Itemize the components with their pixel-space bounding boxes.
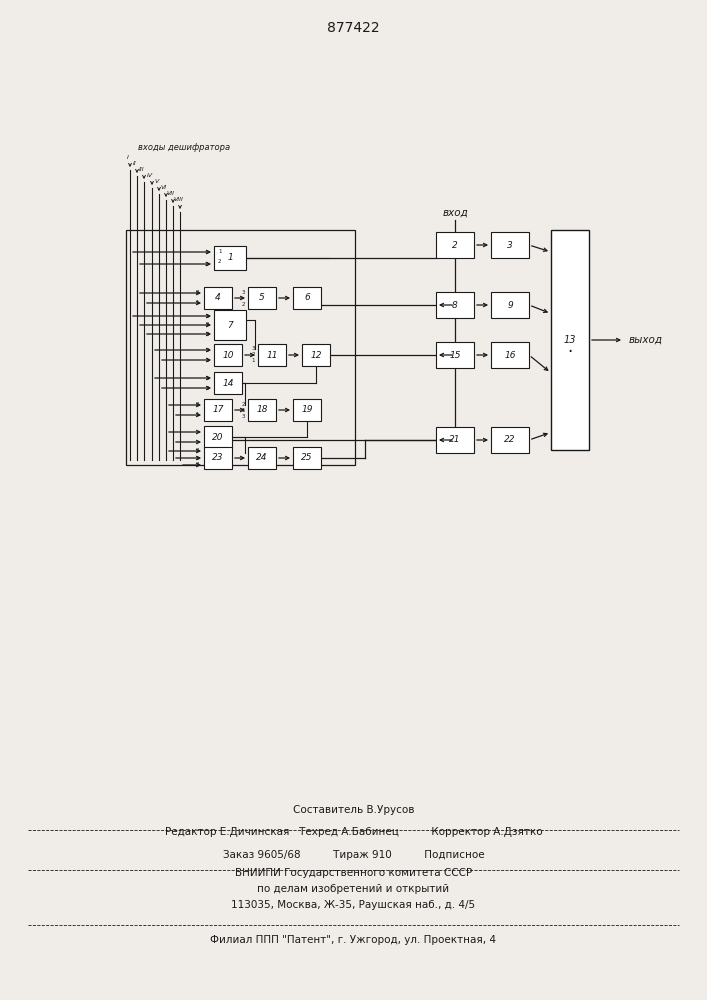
Text: 3: 3 (507, 240, 513, 249)
Text: 1: 1 (206, 358, 209, 362)
Text: 877422: 877422 (327, 21, 380, 35)
Bar (436, 232, 474, 258)
Text: ВНИИПИ Государственного комитета СССР: ВНИИПИ Государственного комитета СССР (235, 868, 472, 878)
Text: 3: 3 (196, 462, 199, 468)
Text: 2: 2 (242, 302, 245, 306)
Text: 6: 6 (304, 294, 310, 302)
Text: 1: 1 (252, 359, 255, 363)
Bar (248, 399, 276, 421)
Bar (293, 287, 321, 309)
Bar (204, 287, 232, 309)
Bar (436, 292, 474, 318)
Text: 4: 4 (215, 294, 221, 302)
Text: V: V (155, 179, 159, 184)
Bar (204, 399, 232, 421)
Text: 1: 1 (242, 408, 245, 412)
Bar (204, 447, 232, 469)
Text: IV: IV (147, 173, 153, 178)
Text: по делам изобретений и открытий: по делам изобретений и открытий (257, 884, 450, 894)
Text: 3: 3 (242, 290, 245, 294)
Text: Редактор Е.Дичинская   Техред А.Бабинец          Корректор А.Дзятко: Редактор Е.Дичинская Техред А.Бабинец Ко… (165, 827, 542, 837)
Text: .: . (568, 338, 573, 356)
Text: 1: 1 (196, 412, 199, 418)
Text: 1: 1 (204, 249, 208, 254)
Text: 2: 2 (452, 240, 458, 249)
Text: 2: 2 (196, 448, 199, 454)
Text: выход: выход (629, 335, 663, 345)
Text: 11: 11 (267, 351, 278, 360)
Text: 9: 9 (507, 300, 513, 310)
Text: входы дешифратора: входы дешифратора (138, 143, 230, 152)
Bar (248, 287, 276, 309)
Text: 13: 13 (563, 335, 576, 345)
Text: 1: 1 (196, 300, 199, 306)
Bar (491, 292, 529, 318)
Text: 2: 2 (206, 348, 209, 353)
Text: 2: 2 (196, 290, 199, 296)
Text: Филиал ППП "Патент", г. Ужгород, ул. Проектная, 4: Филиал ППП "Патент", г. Ужгород, ул. Про… (211, 935, 496, 945)
Text: 14: 14 (222, 378, 234, 387)
Bar (491, 342, 529, 368)
Text: 8: 8 (452, 300, 458, 310)
Text: 2: 2 (196, 402, 199, 408)
Text: 22: 22 (504, 436, 515, 444)
Bar (248, 447, 276, 469)
Bar (302, 344, 330, 366)
Text: 113035, Москва, Ж-35, Раушская наб., д. 4/5: 113035, Москва, Ж-35, Раушская наб., д. … (231, 900, 476, 910)
Text: 2: 2 (252, 353, 255, 358)
Bar (204, 426, 232, 448)
Text: 5: 5 (259, 294, 265, 302)
Bar (214, 372, 242, 394)
Text: II: II (133, 161, 137, 166)
Text: 1: 1 (206, 314, 209, 318)
Bar (214, 310, 246, 340)
Text: 2: 2 (204, 261, 208, 266)
Text: I: I (127, 155, 129, 160)
Text: 1: 1 (218, 249, 221, 254)
Text: 3: 3 (242, 414, 245, 418)
Text: VII: VII (167, 191, 175, 196)
Text: 18: 18 (256, 406, 268, 414)
Bar (551, 230, 589, 450)
Text: 17: 17 (212, 406, 223, 414)
Text: 25: 25 (301, 454, 312, 462)
Text: VIII: VIII (173, 197, 183, 202)
Bar (491, 427, 529, 453)
Bar (436, 342, 474, 368)
Bar (214, 344, 242, 366)
Bar (258, 344, 286, 366)
Text: 3: 3 (252, 347, 255, 352)
Text: 1: 1 (206, 375, 209, 380)
Text: 24: 24 (256, 454, 268, 462)
Bar (436, 427, 474, 453)
Text: 15: 15 (449, 351, 461, 360)
Text: 7: 7 (227, 320, 233, 330)
Text: 1: 1 (196, 456, 199, 460)
Text: 2: 2 (206, 385, 209, 390)
Text: 2: 2 (206, 322, 209, 328)
Text: 20: 20 (212, 432, 223, 442)
Bar (293, 447, 321, 469)
Bar (293, 399, 321, 421)
Text: 19: 19 (301, 406, 312, 414)
Text: 16: 16 (504, 351, 515, 360)
Text: 2: 2 (218, 259, 221, 264)
Text: III: III (139, 167, 145, 172)
Text: 3: 3 (206, 332, 209, 336)
Bar (214, 246, 246, 270)
Text: 21: 21 (449, 436, 461, 444)
Text: VI: VI (161, 185, 167, 190)
Text: вход: вход (442, 208, 468, 218)
Text: 10: 10 (222, 351, 234, 360)
Text: 12: 12 (310, 351, 322, 360)
Text: Заказ 9605/68          Тираж 910          Подписное: Заказ 9605/68 Тираж 910 Подписное (223, 850, 484, 860)
Text: 23: 23 (212, 454, 223, 462)
Text: Составитель В.Урусов: Составитель В.Урусов (293, 805, 414, 815)
Bar (126, 230, 355, 465)
Text: 2: 2 (242, 401, 245, 406)
Bar (491, 232, 529, 258)
Text: 1: 1 (227, 253, 233, 262)
